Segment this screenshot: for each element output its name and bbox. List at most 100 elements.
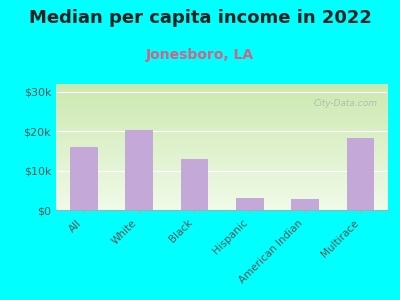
Bar bbox=[56, 177, 388, 178]
Bar bbox=[56, 85, 388, 86]
Bar bbox=[56, 148, 388, 149]
Bar bbox=[56, 159, 388, 160]
Bar bbox=[56, 191, 388, 192]
Bar bbox=[56, 150, 388, 151]
Bar bbox=[56, 197, 388, 198]
Bar bbox=[56, 136, 388, 137]
Bar bbox=[56, 133, 388, 134]
Bar bbox=[56, 146, 388, 147]
Bar bbox=[56, 195, 388, 196]
Bar bbox=[56, 117, 388, 118]
Bar bbox=[56, 137, 388, 138]
Bar bbox=[56, 184, 388, 185]
Bar bbox=[56, 145, 388, 146]
Bar bbox=[56, 93, 388, 94]
Bar bbox=[56, 106, 388, 107]
Bar bbox=[56, 173, 388, 174]
Bar bbox=[56, 105, 388, 106]
Bar bbox=[56, 190, 388, 191]
Bar bbox=[56, 208, 388, 209]
Bar bbox=[56, 194, 388, 195]
Bar bbox=[56, 207, 388, 208]
Bar bbox=[56, 187, 388, 188]
Bar bbox=[56, 178, 388, 179]
Text: Median per capita income in 2022: Median per capita income in 2022 bbox=[28, 9, 372, 27]
Bar bbox=[56, 175, 388, 176]
Bar bbox=[56, 188, 388, 189]
Bar bbox=[56, 167, 388, 168]
Bar bbox=[56, 170, 388, 171]
Bar bbox=[56, 174, 388, 175]
Bar bbox=[56, 114, 388, 115]
Bar bbox=[56, 157, 388, 158]
Bar bbox=[56, 209, 388, 210]
Bar bbox=[56, 132, 388, 133]
Bar bbox=[56, 204, 388, 205]
Bar bbox=[56, 154, 388, 155]
Text: Jonesboro, LA: Jonesboro, LA bbox=[146, 48, 254, 62]
Bar bbox=[56, 189, 388, 190]
Bar bbox=[56, 179, 388, 180]
Bar bbox=[56, 165, 388, 166]
Bar bbox=[56, 124, 388, 125]
Bar bbox=[56, 121, 388, 122]
Bar bbox=[56, 122, 388, 123]
Bar bbox=[56, 100, 388, 101]
Bar bbox=[56, 95, 388, 96]
Bar bbox=[56, 123, 388, 124]
Bar bbox=[56, 134, 388, 135]
Bar bbox=[56, 200, 388, 201]
Bar bbox=[56, 172, 388, 173]
Bar bbox=[56, 110, 388, 111]
Bar bbox=[346, 138, 374, 210]
Bar bbox=[56, 89, 388, 90]
Bar bbox=[56, 143, 388, 144]
Bar bbox=[56, 86, 388, 87]
Bar bbox=[56, 87, 388, 88]
Bar bbox=[56, 203, 388, 204]
Bar bbox=[70, 147, 98, 210]
Bar bbox=[56, 176, 388, 177]
Bar bbox=[56, 126, 388, 127]
Bar bbox=[56, 115, 388, 116]
Bar bbox=[56, 162, 388, 163]
Bar bbox=[56, 168, 388, 169]
Bar bbox=[125, 130, 153, 210]
Bar bbox=[56, 101, 388, 102]
Bar bbox=[56, 99, 388, 100]
Bar bbox=[56, 185, 388, 186]
Bar bbox=[56, 112, 388, 113]
Bar bbox=[56, 153, 388, 154]
Bar bbox=[56, 104, 388, 105]
Bar bbox=[180, 159, 208, 210]
Bar bbox=[291, 199, 319, 210]
Bar bbox=[56, 116, 388, 117]
Bar bbox=[56, 138, 388, 139]
Bar bbox=[56, 151, 388, 152]
Bar bbox=[56, 164, 388, 165]
Bar bbox=[56, 186, 388, 187]
Bar bbox=[236, 198, 264, 210]
Bar bbox=[56, 193, 388, 194]
Bar bbox=[56, 196, 388, 197]
Bar bbox=[56, 94, 388, 95]
Bar bbox=[56, 161, 388, 162]
Bar bbox=[56, 120, 388, 121]
Bar bbox=[56, 139, 388, 140]
Bar bbox=[56, 155, 388, 156]
Bar bbox=[56, 125, 388, 126]
Bar bbox=[56, 119, 388, 120]
Bar bbox=[56, 180, 388, 181]
Bar bbox=[56, 149, 388, 150]
Bar bbox=[56, 102, 388, 103]
Bar bbox=[56, 98, 388, 99]
Bar bbox=[56, 103, 388, 104]
Bar bbox=[56, 92, 388, 93]
Bar bbox=[56, 108, 388, 109]
Bar bbox=[56, 158, 388, 159]
Bar bbox=[56, 111, 388, 112]
Bar bbox=[56, 192, 388, 193]
Bar bbox=[56, 84, 388, 85]
Bar bbox=[56, 160, 388, 161]
Bar bbox=[56, 205, 388, 206]
